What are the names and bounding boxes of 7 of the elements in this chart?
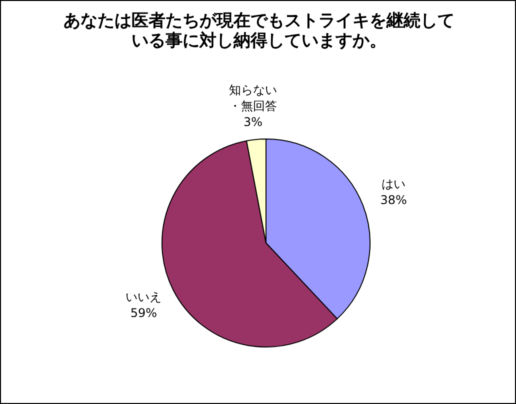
- data-label: 38%: [380, 192, 407, 208]
- data-label: 3%: [242, 114, 264, 130]
- slice-label: はい: [380, 176, 407, 192]
- slice-label: 知らない・無回答: [229, 82, 278, 114]
- data-label: 59%: [129, 305, 158, 322]
- chart-title: あなたは医者たちが現在でもストライキを継続している事に対し納得していますか。: [62, 11, 456, 51]
- slice-label: いいえ: [126, 289, 162, 306]
